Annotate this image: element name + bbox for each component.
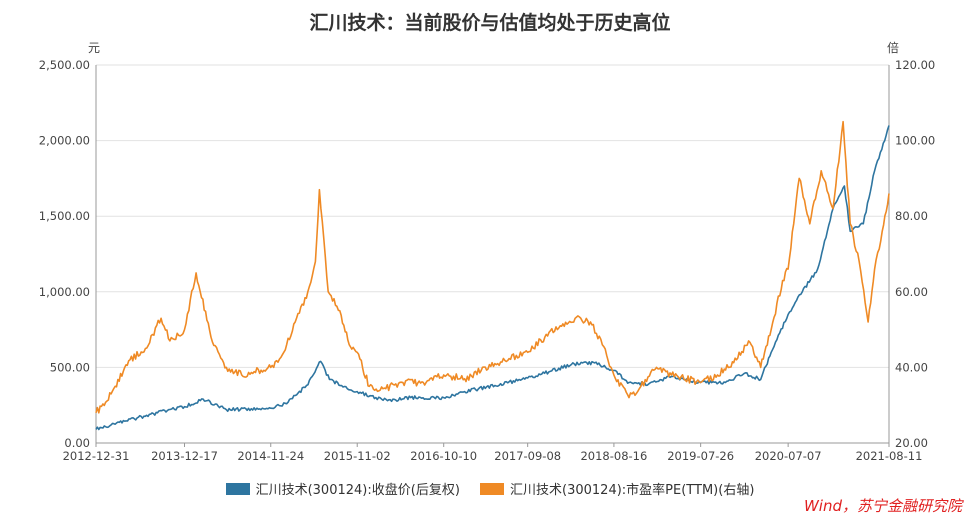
- chart-title: 汇川技术：当前股价与估值均处于历史高位: [309, 12, 671, 34]
- x-axis-tick-label: 2018-08-16: [580, 449, 647, 463]
- right-axis-unit: 倍: [887, 40, 899, 55]
- x-axis-tick-label: 2017-09-08: [494, 449, 561, 463]
- right-axis-tick-label: 60.00: [895, 285, 928, 299]
- left-axis-tick-label: 2,000.00: [39, 134, 90, 148]
- x-axis-tick-label: 2020-07-07: [755, 449, 822, 463]
- legend-label-pe-ttm: 汇川技术(300124):市盈率PE(TTM)(右轴): [510, 483, 755, 498]
- right-axis-tick-label: 120.00: [895, 58, 935, 72]
- source-note: Wind，苏宁金融研究院: [803, 497, 962, 515]
- x-axis-tick-label: 2019-07-26: [667, 449, 734, 463]
- legend-item-pe-ttm: 汇川技术(300124):市盈率PE(TTM)(右轴): [480, 479, 754, 498]
- x-axis-tick-label: 2015-11-02: [324, 449, 391, 463]
- legend-item-close-price: 汇川技术(300124):收盘价(后复权): [225, 479, 460, 498]
- right-axis-tick-label: 20.00: [895, 436, 928, 450]
- left-axis-tick-label: 1,000.00: [39, 285, 90, 299]
- right-axis-tick-label: 80.00: [895, 209, 928, 223]
- legend-swatch-orange: [480, 482, 505, 495]
- x-axis-tick-label: 2016-10-10: [410, 449, 477, 463]
- right-axis-tick-label: 40.00: [895, 360, 928, 374]
- x-axis-tick-label: 2012-12-31: [63, 449, 130, 463]
- x-axis-tick-label: 2021-08-11: [856, 449, 923, 463]
- series-lines: [95, 120, 890, 431]
- right-axis-tick-label: 100.00: [895, 134, 935, 148]
- x-axis-tick-label: 2014-11-24: [237, 449, 304, 463]
- left-axis-tick-label: 2,500.00: [39, 58, 90, 72]
- left-axis-tick-label: 1,500.00: [39, 209, 90, 223]
- left-axis-unit: 元: [88, 41, 100, 55]
- legend-swatch-blue: [225, 482, 250, 495]
- legend: 汇川技术(300124):收盘价(后复权) 汇川技术(300124):市盈率PE…: [0, 479, 980, 499]
- axes: 0.00 20.00 500.00 40.00 1,000.00 60.00 1,500.0…: [39, 58, 935, 463]
- left-axis-tick-label: 0.00: [64, 436, 90, 450]
- x-axis-tick-label: 2013-12-17: [151, 449, 218, 463]
- legend-label-close-price: 汇川技术(300124):收盘价(后复权): [255, 483, 460, 498]
- series-close-price-line: [95, 125, 890, 431]
- series-pe-ttm-line: [95, 120, 890, 414]
- left-axis-tick-label: 500.00: [50, 360, 90, 374]
